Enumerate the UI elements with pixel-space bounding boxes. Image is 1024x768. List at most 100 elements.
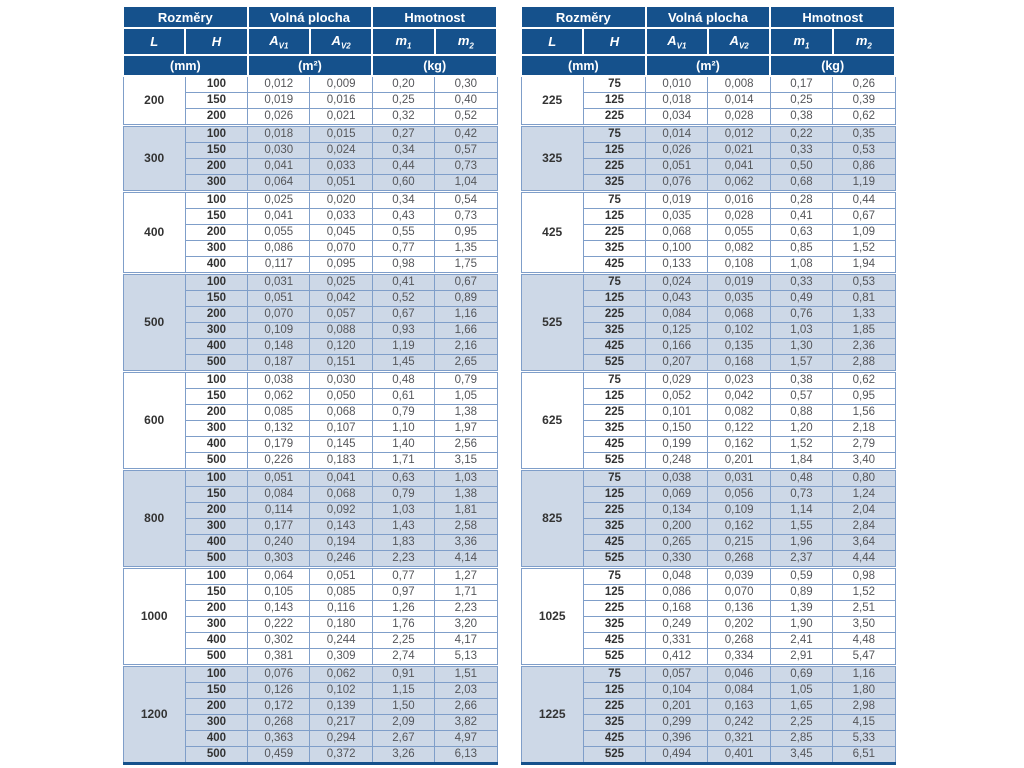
area-av1-value: 0,025 xyxy=(247,190,311,209)
header-volna-plocha: Volná plocha xyxy=(246,5,374,29)
area-av2-value: 0,372 xyxy=(309,746,373,764)
area-av2-value: 0,042 xyxy=(309,290,373,307)
mass-m2-value: 2,51 xyxy=(832,600,896,617)
col-l-symbol: L xyxy=(548,34,557,49)
mass-m2-value: 1,66 xyxy=(434,322,498,339)
table-row: 325 0,125 0,102 1,03 1,85 xyxy=(521,322,896,339)
dimension-h-value: 100 xyxy=(184,124,249,143)
mass-m1-value: 2,25 xyxy=(769,714,834,731)
unit-kg-label: (kg) xyxy=(821,58,845,73)
mass-m2-value: 1,03 xyxy=(434,468,498,487)
table-row: 325 0,249 0,202 1,90 3,50 xyxy=(521,616,896,633)
mass-m1-value: 0,52 xyxy=(371,290,436,307)
table-row: 425 0,133 0,108 1,08 1,94 xyxy=(521,256,896,274)
area-av2-value: 0,008 xyxy=(707,75,771,93)
mass-m2-value: 1,52 xyxy=(832,584,896,601)
dimension-h-value: 75 xyxy=(582,370,647,389)
dimension-l-value: 225 xyxy=(520,75,584,126)
mass-m2-value: 1,85 xyxy=(832,322,896,339)
dimension-h-value: 125 xyxy=(582,142,647,159)
area-av1-value: 0,302 xyxy=(247,632,311,649)
area-av1-value: 0,084 xyxy=(645,306,709,323)
dimension-h-value: 300 xyxy=(184,616,249,633)
table-body: 225 75 0,010 0,008 0,17 0,26 125 0,018 0,014 0,25… xyxy=(520,75,896,764)
header-rozmery: Rozměry xyxy=(122,5,249,29)
dimension-h-value: 525 xyxy=(582,354,647,372)
area-av1-value: 0,076 xyxy=(247,664,311,683)
mass-m1-value: 0,68 xyxy=(769,174,834,192)
mass-m2-value: 3,50 xyxy=(832,616,896,633)
mass-m1-value: 1,08 xyxy=(769,256,834,274)
header-volna-plocha: Volná plocha xyxy=(644,5,772,29)
mass-m1-value: 0,28 xyxy=(769,190,834,209)
mass-m1-value: 0,79 xyxy=(371,486,436,503)
table-row: 525 0,412 0,334 2,91 5,47 xyxy=(521,648,896,666)
dimension-h-value: 400 xyxy=(184,632,249,649)
table-row: 300 0,064 0,051 0,60 1,04 xyxy=(123,174,498,192)
area-av2-value: 0,035 xyxy=(707,290,771,307)
mass-m1-value: 1,05 xyxy=(769,682,834,699)
mass-m1-value: 0,91 xyxy=(371,664,436,683)
area-av1-value: 0,062 xyxy=(247,388,311,405)
mass-m1-value: 1,76 xyxy=(371,616,436,633)
area-av1-value: 0,018 xyxy=(247,124,311,143)
area-av2-value: 0,019 xyxy=(707,272,771,291)
col-l-symbol: L xyxy=(150,34,159,49)
dimension-h-value: 200 xyxy=(184,502,249,519)
mass-m1-value: 1,14 xyxy=(769,502,834,519)
mass-m2-value: 1,16 xyxy=(434,306,498,323)
area-av1-value: 0,330 xyxy=(645,550,709,568)
mass-m1-value: 0,48 xyxy=(371,370,436,389)
area-av2-value: 0,095 xyxy=(309,256,373,274)
area-av2-value: 0,009 xyxy=(309,75,373,93)
area-av2-value: 0,085 xyxy=(309,584,373,601)
col-m2-subscript: 2 xyxy=(867,41,872,51)
dimension-h-value: 525 xyxy=(582,452,647,470)
mass-m1-value: 0,49 xyxy=(769,290,834,307)
mass-m1-value: 1,03 xyxy=(371,502,436,519)
dimensions-table-right: Rozměry Volná plocha Hmotnost L H AV1 AV… xyxy=(519,5,897,765)
area-av1-value: 0,396 xyxy=(645,730,709,747)
mass-m2-value: 0,30 xyxy=(434,75,498,93)
area-av2-value: 0,242 xyxy=(707,714,771,731)
mass-m1-value: 0,88 xyxy=(769,404,834,421)
area-av1-value: 0,117 xyxy=(247,256,311,274)
mass-m2-value: 0,81 xyxy=(832,290,896,307)
area-av1-value: 0,064 xyxy=(247,174,311,192)
table-row: 1000 100 0,064 0,051 0,77 1,27 xyxy=(122,566,498,666)
area-av1-value: 0,038 xyxy=(247,370,311,389)
mass-m2-value: 0,95 xyxy=(434,224,498,241)
table-row: 200 0,070 0,057 0,67 1,16 xyxy=(123,306,498,323)
header-hmotnost: Hmotnost xyxy=(769,5,896,29)
dimension-h-value: 100 xyxy=(184,272,249,291)
area-av2-value: 0,401 xyxy=(707,746,771,764)
area-av1-value: 0,012 xyxy=(247,75,311,93)
mass-m1-value: 0,67 xyxy=(371,306,436,323)
table-row: 125 0,086 0,070 0,89 1,52 xyxy=(521,584,896,601)
area-av2-value: 0,201 xyxy=(707,452,771,470)
dimension-h-value: 225 xyxy=(582,224,647,241)
mass-m2-value: 0,73 xyxy=(434,208,498,225)
mass-m2-value: 0,44 xyxy=(832,190,896,209)
area-av2-value: 0,051 xyxy=(309,566,373,585)
area-av1-value: 0,132 xyxy=(247,420,311,437)
mass-m1-value: 0,25 xyxy=(371,92,436,109)
mass-m1-value: 0,43 xyxy=(371,208,436,225)
mass-m1-value: 1,50 xyxy=(371,698,436,715)
mass-m2-value: 0,62 xyxy=(832,108,896,126)
col-av2-symbol: A xyxy=(729,32,739,48)
area-av1-value: 0,200 xyxy=(645,518,709,535)
area-av1-value: 0,199 xyxy=(645,436,709,453)
mass-m2-value: 3,20 xyxy=(434,616,498,633)
mass-m2-value: 4,15 xyxy=(832,714,896,731)
area-av1-value: 0,019 xyxy=(645,190,709,209)
area-av1-value: 0,226 xyxy=(247,452,311,470)
table-row: 225 0,034 0,028 0,38 0,62 xyxy=(521,108,896,126)
area-av1-value: 0,125 xyxy=(645,322,709,339)
dimension-h-value: 425 xyxy=(582,436,647,453)
mass-m2-value: 1,71 xyxy=(434,584,498,601)
dimension-h-value: 400 xyxy=(184,534,249,551)
mass-m2-value: 1,81 xyxy=(434,502,498,519)
area-av1-value: 0,168 xyxy=(645,600,709,617)
area-av2-value: 0,244 xyxy=(309,632,373,649)
